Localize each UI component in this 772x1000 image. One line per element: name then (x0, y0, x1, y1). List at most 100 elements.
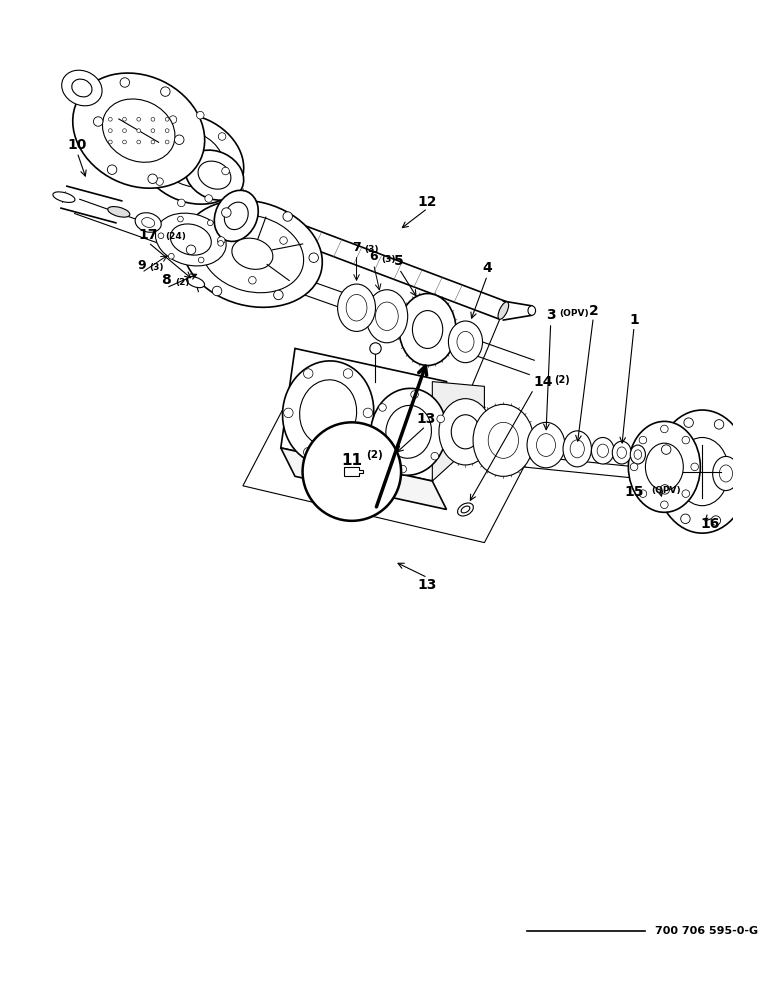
Circle shape (137, 117, 141, 121)
Circle shape (186, 245, 196, 255)
Text: (3): (3) (149, 263, 164, 272)
Circle shape (222, 167, 229, 175)
Circle shape (283, 408, 293, 418)
Circle shape (158, 233, 164, 239)
Ellipse shape (185, 150, 244, 200)
Text: 13: 13 (418, 578, 437, 592)
Ellipse shape (473, 404, 533, 476)
Text: 15: 15 (625, 485, 644, 499)
Ellipse shape (62, 70, 102, 106)
Ellipse shape (630, 445, 645, 464)
Circle shape (120, 78, 130, 87)
Ellipse shape (449, 321, 482, 363)
Text: 700 706 595-0-G: 700 706 595-0-G (655, 926, 758, 936)
Polygon shape (344, 467, 363, 476)
Circle shape (198, 257, 204, 263)
Circle shape (107, 165, 117, 174)
Ellipse shape (498, 302, 509, 319)
Circle shape (662, 445, 671, 454)
Circle shape (197, 111, 204, 119)
Ellipse shape (676, 437, 729, 506)
Ellipse shape (52, 192, 75, 202)
Circle shape (148, 174, 157, 184)
Ellipse shape (232, 238, 273, 269)
Text: 16: 16 (700, 517, 720, 531)
Circle shape (152, 143, 160, 151)
Circle shape (137, 129, 141, 133)
Circle shape (212, 286, 222, 296)
Circle shape (733, 489, 743, 498)
Circle shape (151, 129, 155, 133)
Circle shape (661, 501, 668, 509)
Ellipse shape (528, 306, 536, 315)
Ellipse shape (597, 444, 608, 457)
Circle shape (639, 490, 647, 497)
Text: 17: 17 (138, 228, 158, 242)
Ellipse shape (386, 405, 432, 458)
Ellipse shape (155, 213, 226, 266)
Ellipse shape (366, 290, 408, 343)
Circle shape (373, 441, 381, 449)
Ellipse shape (412, 311, 442, 348)
Circle shape (279, 237, 287, 244)
Ellipse shape (527, 422, 565, 468)
Circle shape (218, 237, 225, 244)
Circle shape (137, 140, 141, 144)
Circle shape (682, 436, 689, 444)
Ellipse shape (225, 202, 249, 230)
Ellipse shape (108, 207, 130, 217)
Ellipse shape (612, 441, 631, 464)
Text: 6: 6 (369, 250, 378, 263)
Circle shape (108, 140, 112, 144)
Circle shape (691, 463, 699, 471)
Ellipse shape (645, 443, 683, 491)
Circle shape (411, 391, 418, 398)
Ellipse shape (215, 190, 259, 241)
Text: (OPV): (OPV) (651, 486, 681, 495)
Circle shape (151, 117, 155, 121)
Circle shape (399, 465, 407, 473)
Circle shape (379, 404, 386, 411)
Ellipse shape (370, 343, 381, 354)
Text: 9: 9 (137, 259, 146, 272)
Circle shape (684, 418, 693, 427)
Circle shape (303, 369, 313, 378)
Circle shape (165, 129, 169, 133)
Circle shape (639, 436, 647, 444)
Circle shape (174, 135, 184, 144)
Text: 2: 2 (588, 304, 598, 318)
Ellipse shape (371, 388, 447, 475)
Text: 13: 13 (416, 412, 435, 426)
Ellipse shape (138, 114, 244, 204)
Polygon shape (281, 448, 446, 509)
Circle shape (682, 490, 689, 497)
Ellipse shape (142, 218, 154, 227)
Circle shape (303, 422, 401, 521)
Ellipse shape (171, 224, 212, 255)
Polygon shape (432, 382, 484, 481)
Circle shape (178, 216, 183, 222)
Circle shape (168, 253, 174, 259)
Text: (2): (2) (176, 278, 190, 287)
Circle shape (283, 212, 293, 221)
Text: (24): (24) (165, 232, 186, 241)
Text: 12: 12 (418, 195, 437, 209)
Circle shape (218, 133, 226, 140)
Ellipse shape (457, 331, 474, 352)
Circle shape (661, 425, 668, 433)
Ellipse shape (375, 302, 398, 330)
Circle shape (273, 290, 283, 300)
Ellipse shape (119, 113, 158, 148)
Ellipse shape (591, 437, 615, 464)
Ellipse shape (461, 506, 470, 513)
Circle shape (151, 140, 155, 144)
Circle shape (165, 117, 169, 121)
Circle shape (309, 253, 318, 262)
Text: (2): (2) (554, 375, 571, 385)
Ellipse shape (201, 215, 303, 293)
Ellipse shape (337, 284, 375, 331)
Ellipse shape (399, 294, 456, 366)
Circle shape (123, 117, 127, 121)
Text: 10: 10 (67, 138, 86, 152)
Text: 1: 1 (629, 313, 639, 327)
